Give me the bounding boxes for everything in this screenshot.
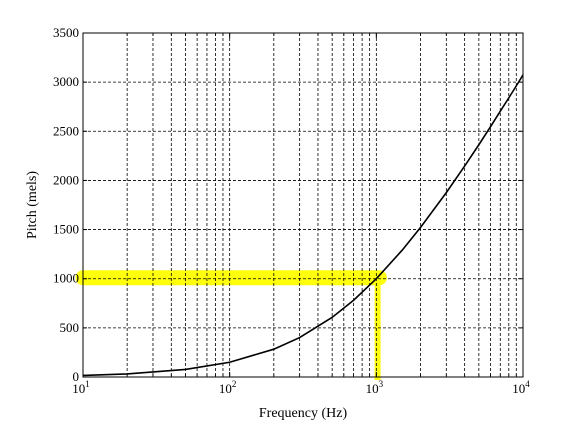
curve-layer	[82, 74, 524, 377]
pitch-curve	[82, 74, 524, 377]
grid-layer	[83, 33, 523, 377]
x-tick-label: 103	[366, 379, 384, 396]
y-tick-label: 1500	[53, 222, 79, 237]
highlight-layer	[75, 270, 387, 380]
y-tick-label: 0	[73, 369, 80, 384]
x-tick-label: 101	[72, 379, 90, 396]
y-tick-label: 1000	[53, 271, 79, 286]
tick-layer: 0 500 1000 1500 2000 2500 3000 3500 101 102 103 104	[53, 25, 530, 396]
x-tick-label: 102	[219, 379, 237, 396]
y-tick-label: 500	[60, 320, 80, 335]
y-tick-label: 3500	[53, 25, 79, 40]
y-tick-label: 3000	[53, 74, 79, 89]
y-axis-title: Pitch (mels)	[25, 171, 40, 239]
x-tick-label: 104	[512, 379, 530, 396]
plot-frame	[82, 32, 524, 378]
y-tick-label: 2000	[53, 172, 79, 187]
y-tick-label: 2500	[53, 123, 79, 138]
x-axis-title: Frequency (Hz)	[259, 406, 348, 421]
